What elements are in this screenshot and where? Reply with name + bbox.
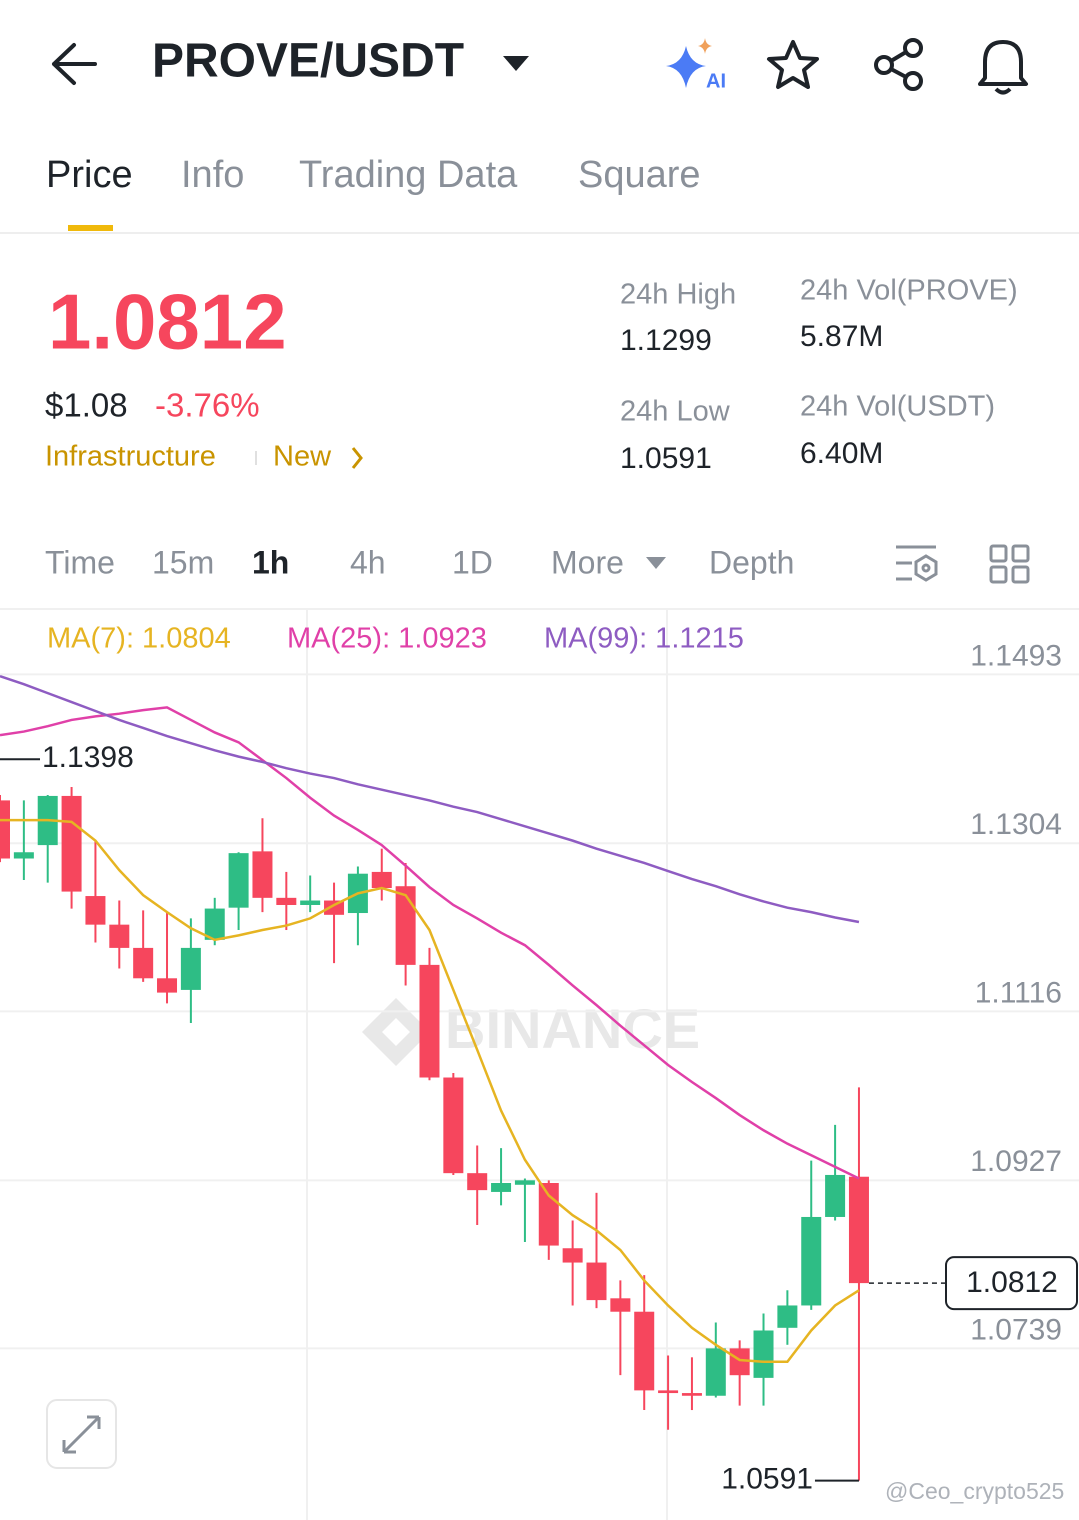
candle-body: [419, 964, 440, 1078]
favorite-button[interactable]: [767, 40, 819, 89]
legend-entry: MA(25): 1.0923: [287, 623, 487, 655]
watermark-logo: [362, 998, 430, 1066]
candle-body: [300, 900, 321, 905]
indicator-settings[interactable]: [896, 545, 938, 582]
interval[interactable]: 15m: [152, 544, 214, 580]
ma-line: [0, 706, 860, 1180]
candle-body: [133, 947, 154, 979]
ai-button[interactable]: AI: [666, 38, 726, 92]
candle-body: [562, 1248, 583, 1263]
candle-body: [801, 1216, 822, 1306]
candle-body: [85, 896, 106, 925]
stat-label: 24h Vol(PROVE): [800, 275, 1018, 307]
candle-body: [491, 1182, 512, 1192]
share-button[interactable]: [874, 38, 923, 91]
stat-value: 1.0591: [620, 442, 712, 475]
back-button[interactable]: [52, 43, 97, 85]
candle-body: [777, 1305, 798, 1328]
interval[interactable]: More: [551, 544, 624, 580]
pair-dropdown[interactable]: [503, 56, 529, 71]
watermark: BINANCE: [445, 997, 700, 1060]
candle-body: [848, 1176, 869, 1284]
stat-value: 1.1299: [620, 324, 712, 357]
candle-body: [276, 897, 297, 905]
low-marker-label: 1.0591: [721, 1463, 813, 1496]
tab[interactable]: Square: [578, 154, 701, 196]
candle-body: [204, 908, 225, 940]
ma-line: [0, 818, 860, 1364]
candle-body: [705, 1348, 726, 1396]
candle-body: [729, 1348, 750, 1376]
legend-entry: MA(99): 1.1215: [544, 623, 744, 655]
more-dropdown[interactable]: [646, 557, 666, 569]
candle-body: [610, 1298, 631, 1312]
y-tick-label: 1.0739: [970, 1313, 1062, 1346]
interval-active[interactable]: 1h: [252, 544, 289, 580]
ai-label: AI: [706, 70, 726, 92]
stat-label: 24h High: [620, 279, 736, 311]
tab[interactable]: Info: [181, 154, 244, 196]
candle-body: [825, 1174, 846, 1217]
candle-body: [514, 1180, 535, 1185]
y-tick-label: 1.0927: [970, 1145, 1062, 1178]
y-tick-label: 1.1116: [975, 976, 1062, 1009]
last-price-box: [945, 1256, 1078, 1311]
interval[interactable]: Time: [45, 544, 115, 580]
candle-body: [395, 886, 416, 965]
candle-body: [228, 853, 249, 908]
candle-body: [538, 1182, 559, 1246]
candle-body: [0, 800, 10, 859]
pair-title[interactable]: PROVE/USDT: [152, 35, 464, 88]
fullscreen-button[interactable]: [46, 1399, 117, 1469]
stat-value: 5.87M: [800, 320, 883, 353]
tab[interactable]: Trading Data: [299, 154, 518, 196]
candle-body: [681, 1393, 702, 1396]
last-price-label: 1.0812: [966, 1266, 1058, 1299]
divider: [0, 608, 1079, 610]
price-change: -3.76%: [155, 387, 260, 424]
layout-button[interactable]: [989, 544, 1030, 584]
candle-body: [252, 851, 273, 898]
candle-body: [157, 978, 178, 993]
candle-body: [371, 871, 392, 889]
alert-button[interactable]: [978, 40, 1028, 95]
stat-value: 6.40M: [800, 437, 883, 470]
y-tick-label: 1.1304: [970, 808, 1062, 841]
tag-separator: [255, 451, 257, 465]
tag-chevron: [351, 447, 363, 469]
interval[interactable]: 1D: [452, 544, 493, 580]
candle-body: [658, 1390, 679, 1394]
ma-line: [0, 674, 860, 924]
candle-body: [61, 795, 82, 892]
tab-active[interactable]: Price: [46, 154, 133, 196]
usd-price: $1.08: [45, 387, 128, 424]
divider: [0, 232, 1079, 234]
candle-body: [324, 900, 345, 915]
candle-body: [634, 1311, 655, 1391]
candle-body: [180, 947, 201, 990]
credit: @Ceo_crypto525: [885, 1478, 1064, 1504]
tag[interactable]: Infrastructure: [45, 441, 216, 473]
interval[interactable]: 4h: [350, 544, 386, 580]
high-marker-label: 1.1398: [42, 741, 134, 774]
y-tick-label: 1.1493: [970, 639, 1062, 672]
candle-body: [443, 1077, 464, 1174]
candle-body: [753, 1330, 774, 1378]
candle-body: [586, 1262, 607, 1301]
tab-indicator: [68, 225, 113, 231]
stat-label: 24h Vol(USDT): [800, 391, 995, 423]
tag[interactable]: New: [273, 441, 332, 473]
last-price: 1.0812: [48, 278, 287, 366]
candlestick-chart: BINANCE 1.1493 1.1304 1.1116 1.0927 1.0739 MA…: [0, 610, 1079, 1520]
legend-entry: MA(7): 1.0804: [47, 623, 231, 655]
candle-body: [467, 1173, 488, 1191]
candle-body: [13, 852, 34, 859]
interval[interactable]: Depth: [709, 544, 794, 580]
candle-body: [109, 924, 130, 948]
stat-label: 24h Low: [620, 396, 731, 428]
